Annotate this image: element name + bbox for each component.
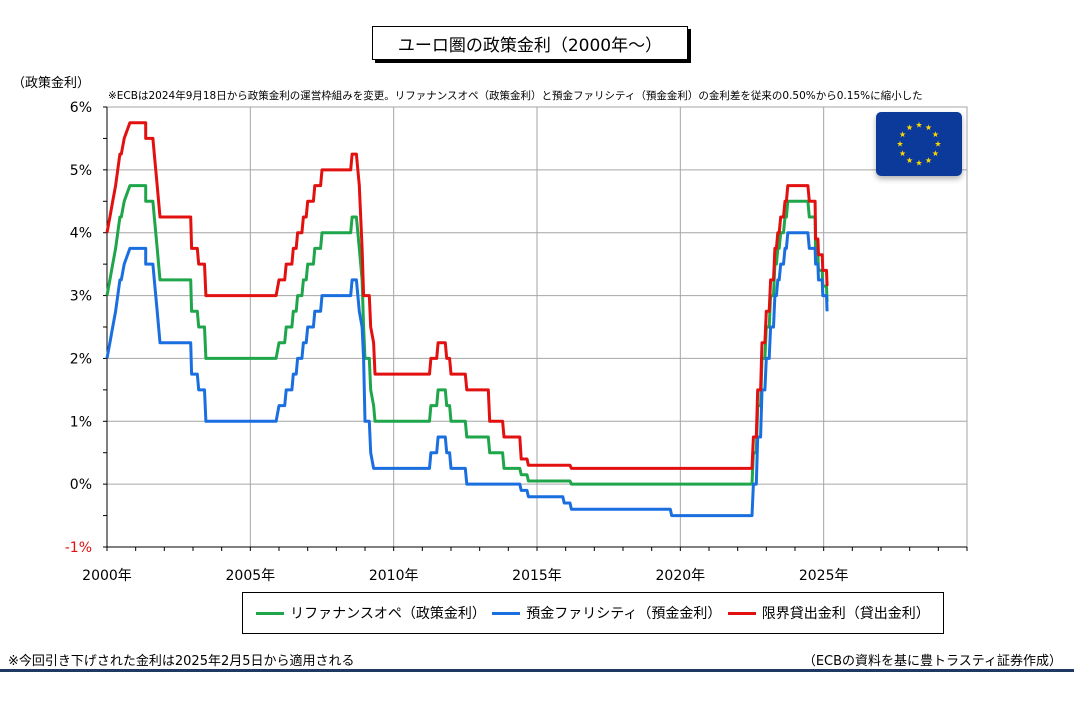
y-tick-label: -1% (65, 540, 92, 556)
axes: 6% 5% 4% 3% 2% 1% 0% -1% 2000年 2005年 2010年 2015年 202… (65, 100, 968, 584)
x-tick-label: 2005年 (226, 568, 276, 584)
flag-star (915, 159, 923, 166)
flag-star (915, 121, 923, 128)
y-tick-label: 0% (70, 477, 92, 493)
chart-title: ユーロ圏の政策金利（2000年～） (372, 26, 688, 60)
y-tick-label: 5% (70, 163, 92, 179)
flag-star (899, 131, 906, 138)
y-tick-label: 4% (70, 226, 92, 242)
x-tick-label: 2010年 (369, 568, 419, 584)
legend-label: 限界貸出金利（貸出金利） (761, 606, 930, 622)
series-line-1 (105, 231, 829, 518)
legend-label: 預金ファリシティ（預金金利） (526, 606, 722, 622)
flag-star (906, 157, 913, 164)
y-tick-label: 1% (70, 414, 92, 430)
legend-item-1: 預金ファリシティ（預金金利） (492, 603, 721, 623)
x-tick-label: 2015年 (512, 568, 562, 584)
flag-star (934, 140, 942, 147)
x-tick-label: 2000年 (82, 568, 132, 584)
flag-star (899, 150, 906, 157)
x-tick-label: 2020年 (656, 568, 706, 584)
series-line-2 (105, 121, 829, 470)
bottom-divider (0, 669, 1074, 672)
flag-star (925, 157, 932, 164)
series-lines (105, 121, 829, 518)
y-axis-label: （政策金利） (12, 76, 91, 91)
legend-item-2: 限界貸出金利（貸出金利） (727, 603, 930, 623)
framework-note: ※ECBは2024年9月18日から政策金利の運営枠組みを変更。リファナンスオペ（… (108, 90, 923, 102)
eu-flag-icon (876, 112, 962, 176)
flag-star (932, 150, 939, 157)
y-tick-label: 3% (70, 289, 92, 305)
legend-item-0: リファナンスオペ（政策金利） (256, 603, 486, 623)
application-date-note: ※今回引き下げされた金利は2025年2月5日から適用される (8, 654, 355, 669)
flag-star (932, 131, 939, 138)
flag-star (896, 140, 904, 147)
chart-legend: リファナンスオペ（政策金利） 預金ファリシティ（預金金利） 限界貸出金利（貸出金利） (242, 592, 944, 634)
source-note: （ECBの資料を基に豊トラスティ証券作成） (802, 654, 1062, 669)
legend-swatch (727, 611, 756, 615)
y-tick-label: 6% (70, 100, 92, 116)
x-tick-label: 2025年 (799, 568, 849, 584)
legend-label: リファナンスオペ（政策金利） (290, 606, 486, 622)
legend-swatch (492, 611, 521, 615)
flag-star (925, 124, 932, 131)
flag-star (906, 124, 913, 131)
series-line-0 (105, 184, 829, 486)
legend-swatch (256, 611, 285, 615)
y-tick-label: 2% (70, 351, 92, 367)
